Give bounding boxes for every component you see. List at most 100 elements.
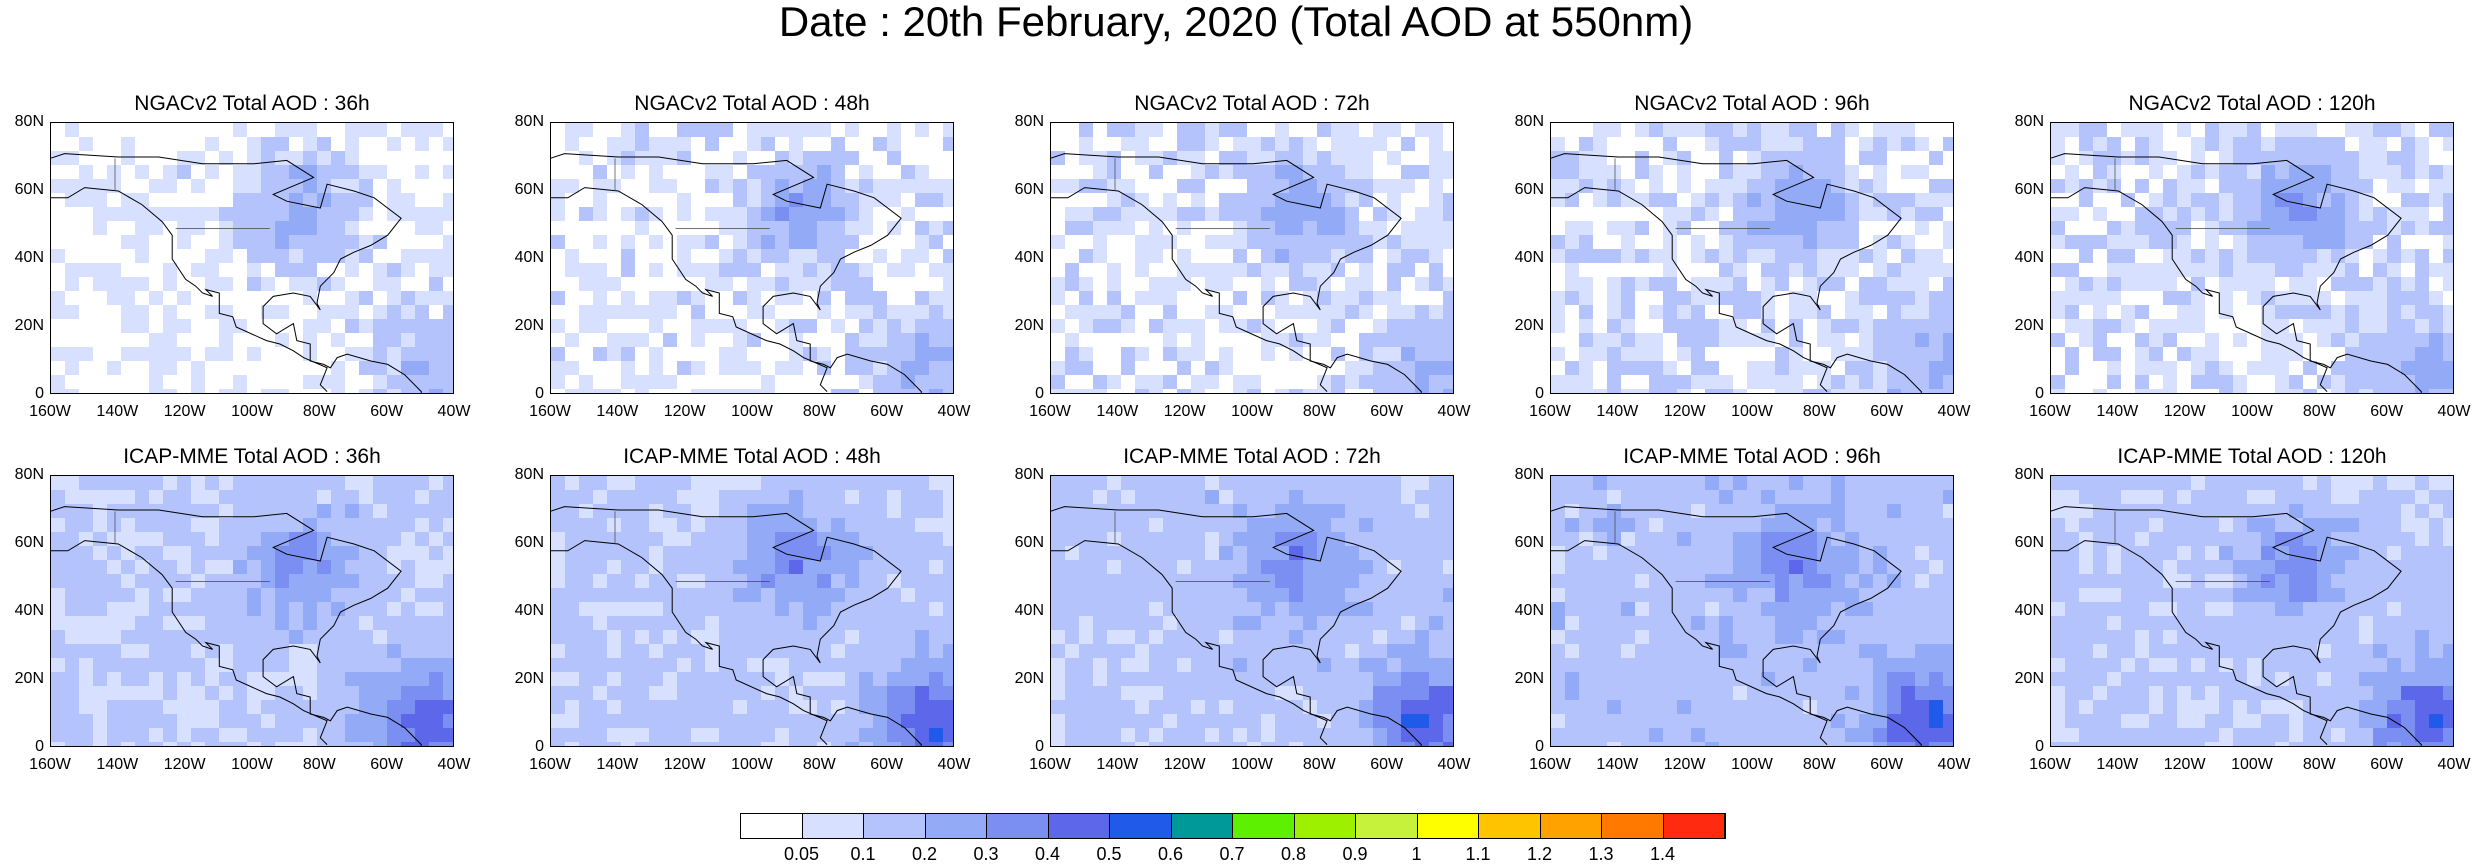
colorbar-swatch [1295,814,1357,838]
longitude-tick-label: 60W [862,404,912,420]
longitude-tick-label: 60W [1362,757,1412,773]
latitude-tick-label: 20N [4,318,44,334]
latitude-tick-label: 40N [2004,250,2044,266]
longitude-tick-label: 40W [429,757,479,773]
longitude-tick-label: 80W [1794,404,1844,420]
colorbar-tick-label: 1.2 [1518,845,1562,863]
latitude-tick-label: 80N [1504,114,1544,130]
longitude-tick-label: 40W [1429,757,1479,773]
aod-field [1051,123,1454,394]
longitude-tick-label: 120W [1660,404,1710,420]
colorbar-swatch [1602,814,1664,838]
latitude-tick-label: 80N [1004,114,1044,130]
aod-field [51,123,454,394]
aod-field [1551,476,1954,747]
colorbar-tick-label: 0.7 [1210,845,1254,863]
panel-title: NGACv2 Total AOD : 96h [1542,92,1962,116]
longitude-tick-label: 120W [660,757,710,773]
longitude-tick-label: 100W [2227,404,2277,420]
latitude-tick-label: 0 [4,386,44,402]
longitude-tick-label: 60W [1862,404,1912,420]
aod-field [551,123,954,394]
latitude-tick-label: 80N [2004,114,2044,130]
latitude-tick-label: 80N [1004,467,1044,483]
longitude-tick-label: 120W [160,404,210,420]
latitude-tick-label: 60N [1504,182,1544,198]
longitude-tick-label: 40W [2429,757,2472,773]
colorbar-tick-label: 0.1 [841,845,885,863]
longitude-tick-label: 80W [794,404,844,420]
longitude-tick-label: 120W [1160,404,1210,420]
aod-map-panel [1050,122,1454,394]
longitude-tick-label: 60W [2362,404,2412,420]
latitude-tick-label: 0 [4,739,44,755]
longitude-tick-label: 140W [92,404,142,420]
longitude-tick-label: 80W [2294,404,2344,420]
aod-map-panel [50,122,454,394]
longitude-tick-label: 160W [1025,757,1075,773]
panel-title: ICAP-MME Total AOD : 48h [542,445,962,469]
longitude-tick-label: 60W [1362,404,1412,420]
longitude-tick-label: 160W [1025,404,1075,420]
latitude-tick-label: 0 [504,386,544,402]
longitude-tick-label: 60W [862,757,912,773]
longitude-tick-label: 140W [1592,404,1642,420]
colorbar-tick-label: 0.2 [903,845,947,863]
colorbar-tick-label: 0.9 [1333,845,1377,863]
aod-map-panel [1050,475,1454,747]
latitude-tick-label: 60N [2004,535,2044,551]
latitude-tick-label: 40N [4,250,44,266]
colorbar-swatch [1664,814,1726,838]
longitude-tick-label: 80W [1294,404,1344,420]
latitude-tick-label: 80N [504,467,544,483]
longitude-tick-label: 160W [2025,757,2075,773]
latitude-tick-label: 60N [4,182,44,198]
longitude-tick-label: 40W [1929,757,1979,773]
longitude-tick-label: 140W [2092,404,2142,420]
longitude-tick-label: 120W [660,404,710,420]
latitude-tick-label: 60N [504,182,544,198]
longitude-tick-label: 100W [1727,757,1777,773]
colorbar-tick-label: 1.3 [1579,845,1623,863]
colorbar-swatch [1233,814,1295,838]
colorbar-tick-label: 0.4 [1026,845,1070,863]
colorbar-swatch [741,814,803,838]
colorbar-tick-label: 0.3 [964,845,1008,863]
latitude-tick-label: 40N [504,603,544,619]
colorbar-swatch [926,814,988,838]
latitude-tick-label: 20N [1504,318,1544,334]
longitude-tick-label: 100W [1727,404,1777,420]
longitude-tick-label: 100W [227,404,277,420]
longitude-tick-label: 80W [794,757,844,773]
panel-title: NGACv2 Total AOD : 48h [542,92,962,116]
colorbar-tick-label: 0.5 [1087,845,1131,863]
longitude-tick-label: 100W [1227,757,1277,773]
longitude-tick-label: 140W [1592,757,1642,773]
colorbar-swatch [1541,814,1603,838]
colorbar-swatch [1479,814,1541,838]
latitude-tick-label: 0 [1004,386,1044,402]
longitude-tick-label: 160W [525,757,575,773]
figure-title: Date : 20th February, 2020 (Total AOD at… [0,0,2472,44]
panel-title: NGACv2 Total AOD : 36h [42,92,462,116]
longitude-tick-label: 80W [1294,757,1344,773]
latitude-tick-label: 20N [2004,671,2044,687]
longitude-tick-label: 160W [1525,757,1575,773]
longitude-tick-label: 140W [92,757,142,773]
longitude-tick-label: 140W [592,757,642,773]
longitude-tick-label: 140W [1092,404,1142,420]
latitude-tick-label: 20N [4,671,44,687]
longitude-tick-label: 100W [1227,404,1277,420]
latitude-tick-label: 0 [2004,386,2044,402]
latitude-tick-label: 0 [1504,739,1544,755]
longitude-tick-label: 100W [727,404,777,420]
longitude-tick-label: 80W [2294,757,2344,773]
colorbar-swatch [1049,814,1111,838]
longitude-tick-label: 100W [227,757,277,773]
aod-map-panel [2050,475,2454,747]
colorbar-tick-label: 1.4 [1641,845,1685,863]
latitude-tick-label: 40N [4,603,44,619]
latitude-tick-label: 60N [1004,182,1044,198]
latitude-tick-label: 40N [1504,250,1544,266]
latitude-tick-label: 60N [1504,535,1544,551]
